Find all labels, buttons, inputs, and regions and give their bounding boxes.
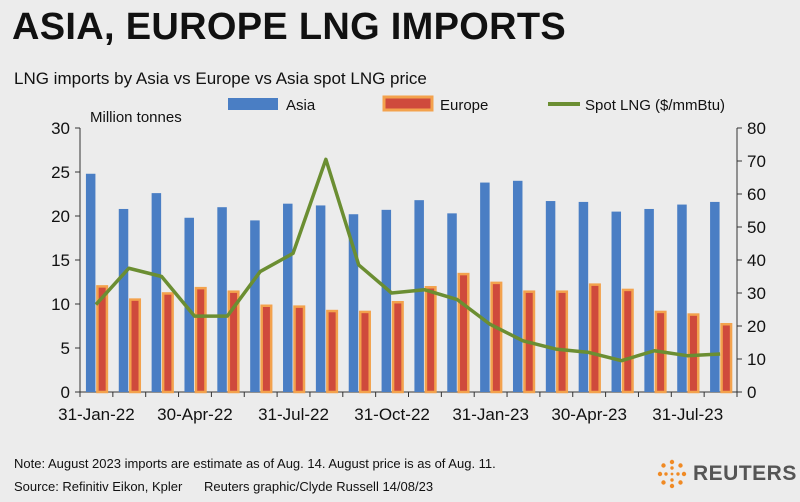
asia-bar xyxy=(710,201,720,392)
y-tick-label-right: 0 xyxy=(747,383,756,402)
asia-bar xyxy=(381,209,392,392)
europe-bar xyxy=(260,304,273,394)
asia-bar xyxy=(118,208,129,392)
y-axis-label: Million tonnes xyxy=(90,109,182,126)
asia-bar xyxy=(348,214,359,392)
reuters-logo-icon xyxy=(657,459,687,489)
reuters-logo-text: REUTERS xyxy=(693,462,797,485)
europe-bar xyxy=(720,322,733,394)
asia-bar xyxy=(217,207,227,392)
x-tick-label: 31-Jan-22 xyxy=(58,405,135,424)
credit-text: Reuters graphic/Clyde Russell 14/08/23 xyxy=(203,479,434,494)
asia-bar xyxy=(414,200,424,392)
asia-bar xyxy=(611,211,622,392)
x-tick-label: 30-Apr-22 xyxy=(157,405,233,424)
y-tick-label-left: 5 xyxy=(61,339,70,358)
europe-bar xyxy=(96,285,109,394)
europe-bar xyxy=(490,281,503,394)
europe-bar xyxy=(424,286,437,394)
y-tick-label-right: 80 xyxy=(747,119,766,138)
asia-bar xyxy=(578,201,589,392)
asia-bar xyxy=(512,180,523,392)
y-tick-label-left: 10 xyxy=(51,295,70,314)
europe-bar xyxy=(358,310,371,394)
x-tick-label: 31-Jan-23 xyxy=(452,405,529,424)
asia-bar xyxy=(677,204,687,392)
legend-europe-label: Europe xyxy=(440,97,488,114)
y-tick-label-left: 0 xyxy=(61,383,70,402)
y-tick-label-right: 60 xyxy=(747,185,766,204)
europe-bar xyxy=(194,286,207,394)
europe-bar xyxy=(227,290,240,394)
europe-bar xyxy=(326,309,339,394)
x-tick-label: 31-Oct-22 xyxy=(354,405,430,424)
europe-bar xyxy=(293,305,306,394)
europe-bar xyxy=(687,313,700,394)
y-tick-label-right: 10 xyxy=(747,350,766,369)
asia-bar xyxy=(447,213,457,392)
x-tick-label: 31-Jul-23 xyxy=(652,405,723,424)
y-tick-label-right: 70 xyxy=(747,152,766,171)
asia-bar xyxy=(184,217,194,392)
europe-bar xyxy=(129,298,142,394)
europe-bar xyxy=(391,300,404,394)
asia-bar xyxy=(545,201,556,392)
chart-title: ASIA, EUROPE LNG IMPORTS xyxy=(12,6,567,48)
europe-bar xyxy=(161,292,174,394)
y-tick-label-left: 25 xyxy=(51,163,70,182)
legend-spot-label: Spot LNG ($/mmBtu) xyxy=(585,97,725,114)
y-tick-label-left: 15 xyxy=(51,251,70,270)
x-tick-label: 30-Apr-23 xyxy=(551,405,627,424)
europe-bar xyxy=(588,283,601,394)
y-tick-label-right: 20 xyxy=(747,317,766,336)
asia-bar xyxy=(151,193,162,392)
asia-bar xyxy=(85,173,96,392)
asia-bar xyxy=(315,205,326,392)
x-tick-label: 31-Jul-22 xyxy=(258,405,329,424)
footnote: Note: August 2023 imports are estimate a… xyxy=(14,456,496,471)
y-tick-label-right: 40 xyxy=(747,251,766,270)
asia-bar xyxy=(283,203,293,392)
europe-bar xyxy=(621,288,634,394)
asia-bar xyxy=(480,182,490,392)
europe-bar xyxy=(457,272,470,394)
legend-asia-label: Asia xyxy=(286,97,316,114)
chart-subtitle: LNG imports by Asia vs Europe vs Asia sp… xyxy=(14,69,427,88)
asia-bar xyxy=(644,208,654,392)
source-text: Source: Refinitiv Eikon, Kpler xyxy=(14,479,183,494)
legend-asia-swatch xyxy=(228,98,278,110)
y-tick-label-left: 30 xyxy=(51,119,70,138)
y-tick-label-left: 20 xyxy=(51,207,70,226)
legend-europe-swatch xyxy=(382,95,434,112)
source-line: Source: Refinitiv Eikon, Kpler Reuters g… xyxy=(14,479,451,494)
y-tick-label-right: 30 xyxy=(747,284,766,303)
lng-imports-chart: 0 5 10 15 20 25 30 0 10 20 30 40 50 60 70 80 31-Jan-22 30… xyxy=(51,95,766,424)
reuters-logo: REUTERS xyxy=(657,459,797,489)
y-tick-label-right: 50 xyxy=(747,218,766,237)
asia-bar xyxy=(250,220,260,392)
spot-lng-line xyxy=(94,157,721,363)
europe-bar xyxy=(556,290,569,394)
